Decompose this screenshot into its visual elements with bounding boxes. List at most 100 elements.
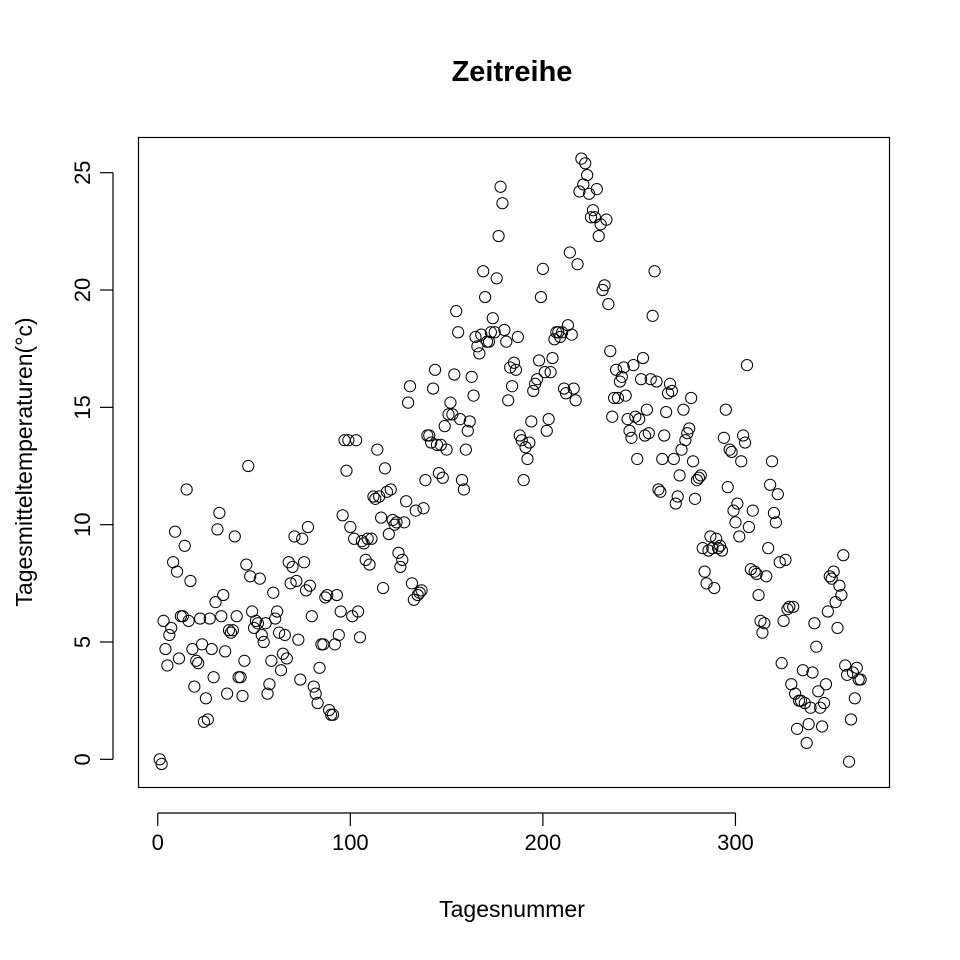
data-point bbox=[821, 605, 834, 618]
data-point bbox=[723, 443, 736, 456]
data-point bbox=[375, 511, 388, 524]
data-point bbox=[278, 628, 291, 642]
data-point bbox=[405, 577, 419, 590]
data-point bbox=[669, 497, 682, 510]
data-point bbox=[654, 485, 667, 498]
data-point bbox=[494, 180, 507, 193]
data-point bbox=[652, 483, 665, 496]
data-point bbox=[760, 570, 773, 583]
data-point bbox=[498, 323, 511, 337]
data-point bbox=[627, 359, 640, 372]
data-point bbox=[455, 474, 469, 487]
data-point bbox=[238, 654, 251, 667]
data-point bbox=[783, 600, 796, 613]
data-point bbox=[457, 483, 471, 496]
data-point bbox=[771, 488, 784, 501]
data-point bbox=[650, 375, 663, 388]
data-point bbox=[384, 483, 397, 496]
data-point bbox=[351, 605, 365, 618]
data-point bbox=[274, 664, 288, 677]
data-point bbox=[355, 535, 368, 548]
data-point bbox=[305, 610, 318, 623]
data-point bbox=[361, 532, 374, 545]
data-point bbox=[388, 518, 401, 531]
data-point bbox=[816, 720, 829, 733]
data-point bbox=[633, 412, 646, 426]
x-tick-label: 100 bbox=[332, 830, 369, 855]
data-point bbox=[194, 612, 207, 625]
data-point bbox=[369, 492, 382, 505]
data-point bbox=[261, 687, 274, 700]
data-point bbox=[773, 556, 786, 569]
data-point bbox=[696, 542, 709, 555]
data-point bbox=[831, 621, 844, 635]
data-point bbox=[667, 452, 680, 466]
data-point bbox=[482, 335, 496, 348]
data-point bbox=[796, 664, 809, 677]
data-point bbox=[180, 483, 193, 496]
data-point bbox=[344, 520, 357, 534]
data-point bbox=[340, 464, 353, 477]
data-point bbox=[490, 272, 503, 285]
data-point bbox=[284, 577, 297, 590]
data-point bbox=[450, 305, 463, 318]
data-point bbox=[319, 591, 332, 604]
data-point bbox=[742, 520, 756, 534]
data-point bbox=[532, 354, 546, 367]
data-point bbox=[683, 422, 696, 435]
data-point bbox=[461, 424, 474, 437]
data-point bbox=[575, 152, 588, 165]
data-point bbox=[207, 671, 220, 684]
data-point bbox=[280, 652, 293, 665]
data-point bbox=[800, 736, 813, 750]
data-point bbox=[219, 645, 232, 658]
data-point bbox=[442, 408, 455, 421]
data-point bbox=[839, 659, 852, 672]
data-point bbox=[546, 351, 559, 365]
data-point bbox=[224, 626, 238, 639]
data-point bbox=[502, 394, 515, 407]
data-point bbox=[817, 696, 831, 710]
data-point bbox=[217, 588, 230, 602]
data-point bbox=[473, 347, 486, 360]
data-point bbox=[748, 565, 761, 578]
data-point bbox=[819, 678, 833, 691]
data-point bbox=[415, 584, 428, 597]
data-point bbox=[403, 380, 417, 393]
data-point bbox=[265, 654, 278, 667]
data-point bbox=[710, 532, 723, 545]
data-point bbox=[292, 633, 305, 646]
y-tick-label: 15 bbox=[70, 395, 95, 419]
data-point bbox=[253, 572, 266, 585]
x-tick-label: 0 bbox=[152, 830, 164, 855]
data-point bbox=[746, 504, 759, 517]
data-point bbox=[660, 405, 673, 419]
data-point bbox=[602, 298, 615, 311]
data-point bbox=[523, 436, 536, 449]
data-point bbox=[842, 755, 856, 768]
data-point bbox=[738, 436, 752, 449]
data-point bbox=[663, 377, 677, 390]
y-tick-label: 20 bbox=[70, 278, 95, 302]
data-point bbox=[646, 309, 659, 322]
data-point bbox=[452, 326, 465, 339]
data-point bbox=[165, 621, 178, 635]
data-point bbox=[615, 370, 628, 383]
data-point bbox=[688, 492, 702, 505]
data-point bbox=[850, 661, 863, 674]
data-point bbox=[290, 574, 303, 588]
data-point bbox=[735, 455, 748, 468]
data-point bbox=[767, 506, 781, 520]
data-point bbox=[463, 415, 476, 428]
data-point bbox=[155, 757, 168, 771]
y-tick-label: 10 bbox=[70, 512, 95, 536]
data-point bbox=[342, 434, 355, 447]
data-point bbox=[536, 262, 549, 276]
data-point bbox=[170, 565, 184, 578]
data-point bbox=[271, 605, 284, 618]
data-point bbox=[427, 382, 440, 395]
data-point bbox=[521, 452, 534, 466]
data-point bbox=[721, 481, 734, 494]
data-point bbox=[644, 373, 657, 386]
data-point bbox=[390, 516, 403, 529]
